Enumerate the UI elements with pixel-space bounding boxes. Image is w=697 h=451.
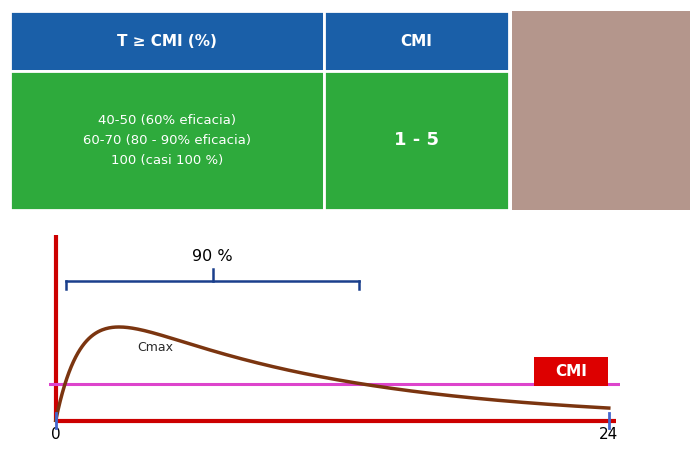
Text: T ≥ CMI (%): T ≥ CMI (%) (118, 33, 217, 49)
Text: 0: 0 (51, 428, 61, 442)
Text: 1 - 5: 1 - 5 (394, 131, 439, 149)
FancyBboxPatch shape (10, 11, 324, 71)
FancyBboxPatch shape (324, 11, 509, 71)
Text: 24: 24 (599, 428, 618, 442)
Text: Cmax: Cmax (137, 341, 174, 354)
FancyBboxPatch shape (10, 71, 324, 210)
Text: CMI: CMI (401, 33, 433, 49)
FancyBboxPatch shape (324, 71, 509, 210)
Text: CMI: CMI (555, 364, 587, 379)
FancyBboxPatch shape (534, 357, 608, 386)
Text: 40-50 (60% eficacia)
60-70 (80 - 90% eficacia)
100 (casi 100 %): 40-50 (60% eficacia) 60-70 (80 - 90% efi… (84, 114, 252, 167)
Text: 90 %: 90 % (192, 249, 233, 263)
